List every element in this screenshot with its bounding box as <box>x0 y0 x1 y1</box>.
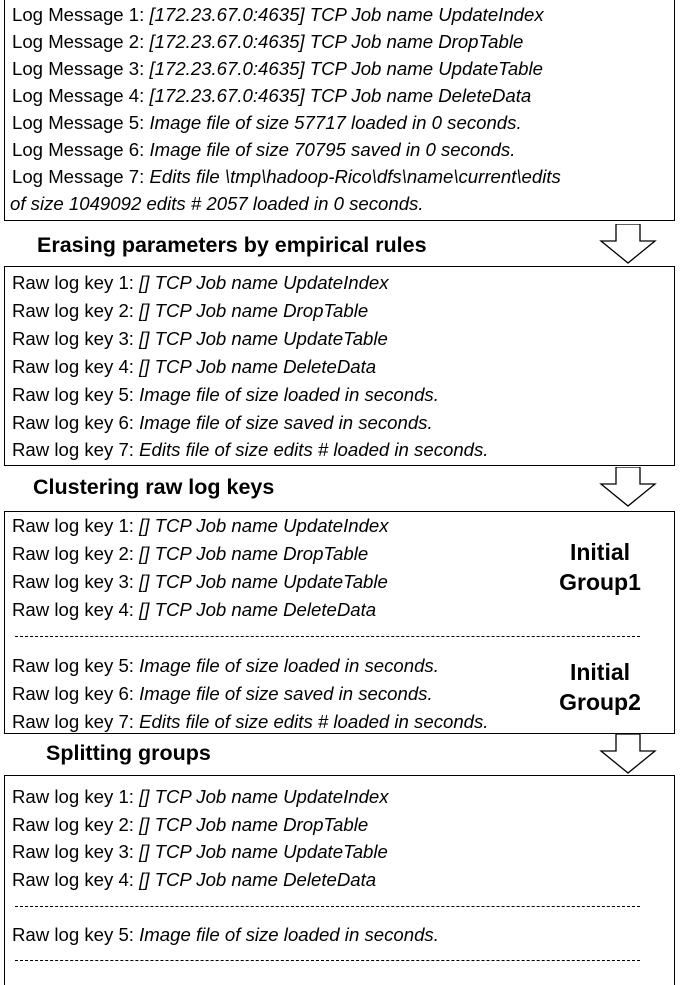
log-message-6: Log Message 6: Image file of size 70795 … <box>12 139 516 160</box>
split-key-1: Raw log key 1: [] TCP Job name UpdateInd… <box>12 786 389 807</box>
raw-log-key-6: Raw log key 6: Image file of size saved … <box>12 412 433 433</box>
split-key-3: Raw log key 3: [] TCP Job name UpdateTab… <box>12 841 388 862</box>
group-separator <box>15 636 640 637</box>
raw-log-key-2: Raw log key 2: [] TCP Job name DropTable <box>12 300 369 321</box>
group2-key-6: Raw log key 6: Image file of size saved … <box>12 683 433 704</box>
log-message-4: Log Message 4: [172.23.67.0:4635] TCP Jo… <box>12 85 532 106</box>
log-message-5: Log Message 5: Image file of size 57717 … <box>12 112 522 133</box>
down-arrow-icon <box>599 734 657 774</box>
split-key-5: Raw log key 5: Image file of size loaded… <box>12 924 439 945</box>
log-messages-box: Log Message 1: [172.23.67.0:4635] TCP Jo… <box>4 0 675 221</box>
down-arrow-icon <box>599 224 657 264</box>
initial-group1-label: Initial Group1 <box>559 539 641 595</box>
raw-log-key-7: Raw log key 7: Edits file of size edits … <box>12 439 489 460</box>
raw-log-key-4: Raw log key 4: [] TCP Job name DeleteDat… <box>12 356 377 377</box>
raw-log-key-1: Raw log key 1: [] TCP Job name UpdateInd… <box>12 272 389 293</box>
raw-log-keys-box: Raw log key 1: [] TCP Job name UpdateInd… <box>4 266 675 466</box>
log-message-7-continued: of size 1049092 edits # 2057 loaded in 0… <box>10 193 424 214</box>
log-message-2: Log Message 2: [172.23.67.0:4635] TCP Jo… <box>12 31 524 52</box>
clustered-groups-box: Raw log key 1: [] TCP Job name UpdateInd… <box>4 511 675 734</box>
group1-key-1: Raw log key 1: [] TCP Job name UpdateInd… <box>12 515 389 536</box>
down-arrow-icon <box>599 467 657 507</box>
raw-log-key-5: Raw log key 5: Image file of size loaded… <box>12 384 439 405</box>
split-key-4: Raw log key 4: [] TCP Job name DeleteDat… <box>12 869 377 890</box>
group-separator <box>15 960 640 961</box>
log-message-7: Log Message 7: Edits file \tmp\hadoop-Ri… <box>12 166 561 187</box>
step-erasing-parameters: Erasing parameters by empirical rules <box>37 233 427 257</box>
step-clustering: Clustering raw log keys <box>33 475 275 499</box>
group1-key-2: Raw log key 2: [] TCP Job name DropTable <box>12 543 369 564</box>
split-key-2: Raw log key 2: [] TCP Job name DropTable <box>12 814 369 835</box>
log-message-1: Log Message 1: [172.23.67.0:4635] TCP Jo… <box>12 4 544 25</box>
log-message-3: Log Message 3: [172.23.67.0:4635] TCP Jo… <box>12 58 543 79</box>
group1-key-4: Raw log key 4: [] TCP Job name DeleteDat… <box>12 599 377 620</box>
initial-group2-label: Initial Group2 <box>559 659 641 715</box>
group2-key-7: Raw log key 7: Edits file of size edits … <box>12 711 489 732</box>
split-groups-box: Raw log key 1: [] TCP Job name UpdateInd… <box>4 775 675 985</box>
group-separator <box>15 906 640 907</box>
raw-log-key-3: Raw log key 3: [] TCP Job name UpdateTab… <box>12 328 388 349</box>
group2-key-5: Raw log key 5: Image file of size loaded… <box>12 655 439 676</box>
step-splitting-groups: Splitting groups <box>46 741 211 765</box>
group1-key-3: Raw log key 3: [] TCP Job name UpdateTab… <box>12 571 388 592</box>
